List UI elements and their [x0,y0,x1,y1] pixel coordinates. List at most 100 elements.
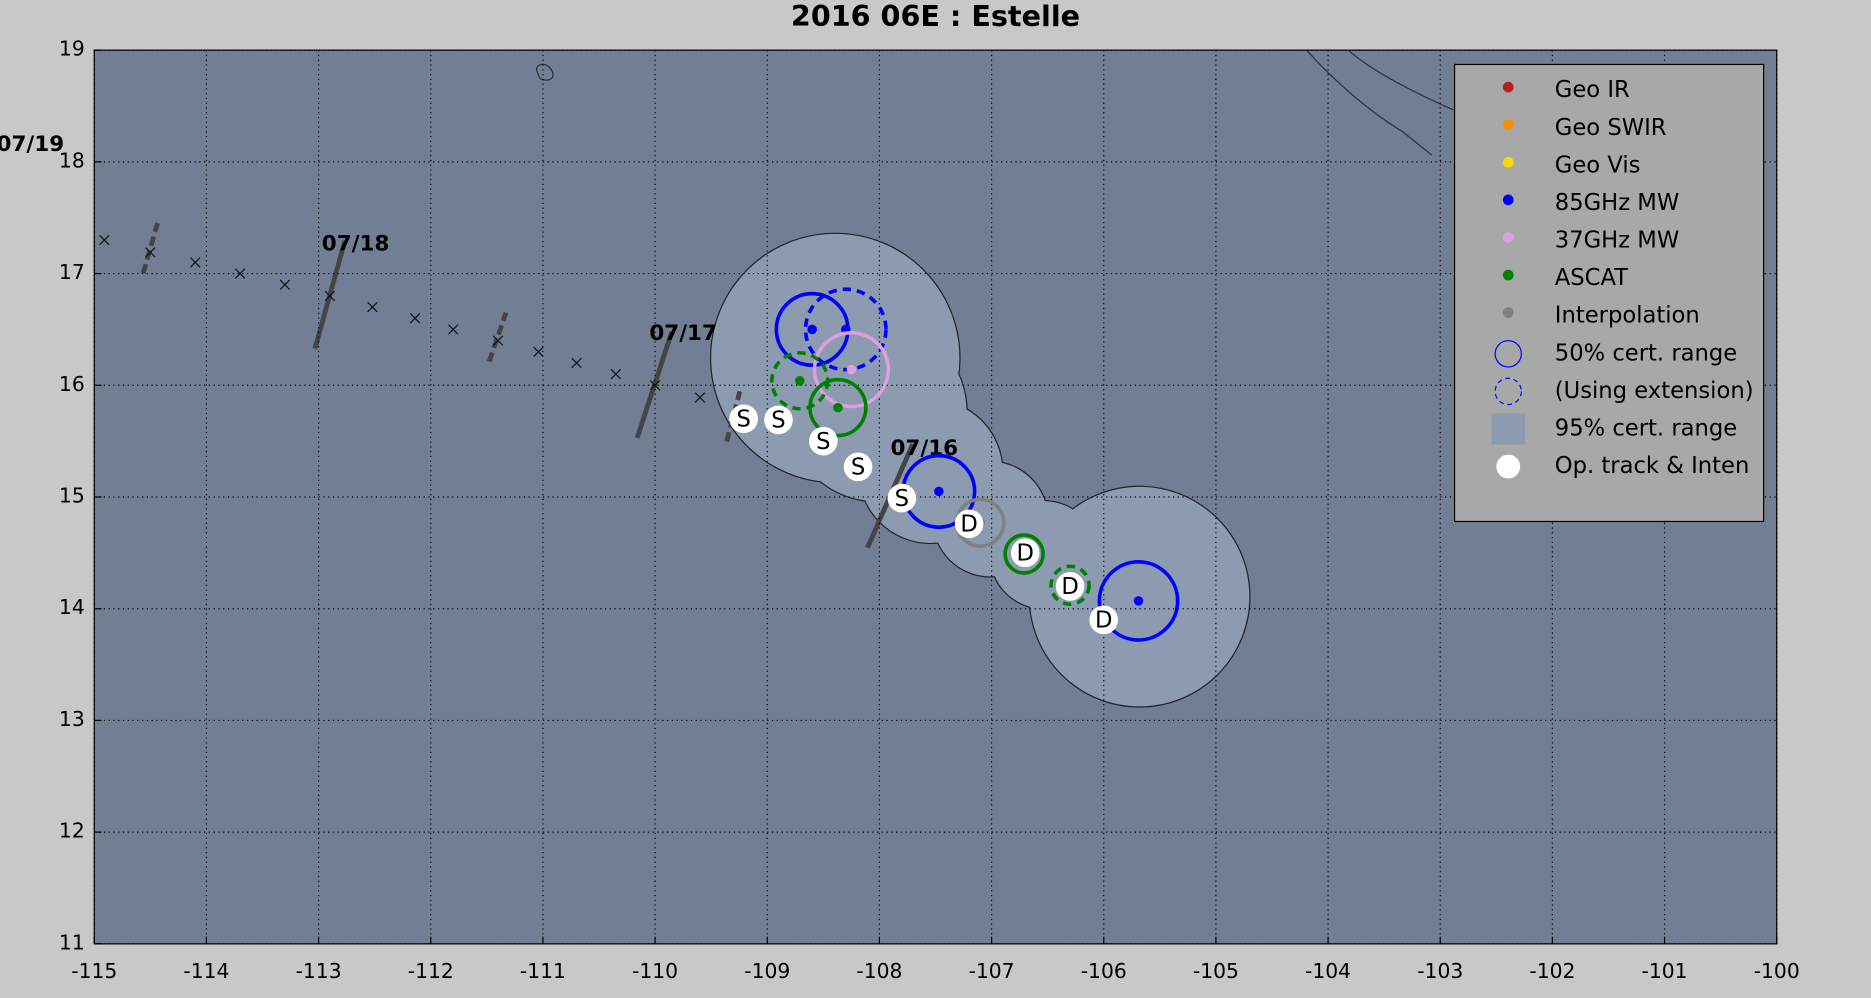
op-track-point [887,483,917,513]
x-tick-label: -109 [744,959,790,983]
chart-title: 2016 06E : Estelle [791,0,1080,33]
fix-point [1133,596,1144,606]
fix-point [934,486,944,497]
x-tick-label: -103 [1417,959,1463,983]
coastline [535,49,1454,156]
intensity-label: S [851,455,865,481]
swath [140,222,160,274]
legend-marker [1502,194,1514,206]
legend-label: Interpolation [1555,303,1700,329]
intensity-label: S [895,486,909,512]
y-tick-label: 16 [59,372,85,396]
y-tick-label: 11 [59,930,85,954]
legend-label: Geo Vis [1555,152,1641,178]
legend-marker [1502,156,1514,168]
swath [486,311,509,363]
legend-label: Geo IR [1555,77,1630,103]
x-tick-label: -115 [71,959,117,983]
legend-marker [1502,232,1514,243]
date-label: 07/17 [649,321,717,346]
cert-range-circle [812,330,891,409]
best-track-point [447,324,459,335]
intensity-label: S [737,406,751,432]
y-tick-label: 19 [59,37,85,61]
legend-marker [1502,119,1514,131]
intensity-label: D [1095,608,1112,634]
legend-label: 50% cert. range [1555,340,1737,366]
legend-label: 85GHz MW [1555,190,1679,216]
island [535,63,554,81]
fix-point [846,364,857,375]
best-track-point [571,357,582,369]
op-track-point [843,452,873,482]
intensity-label: D [960,512,977,538]
x-tick-label: -112 [408,959,454,983]
best-track-point [694,392,706,403]
y-tick-label: 14 [59,595,85,619]
fix-point [795,376,805,386]
x-tick-label: -104 [1305,959,1351,983]
op-track-point [954,509,984,539]
best-track-point [409,313,421,324]
op-track-point [729,404,759,434]
legend-label: Geo SWIR [1555,115,1667,141]
x-tick-label: -108 [856,959,902,983]
y-tick-label: 13 [59,707,85,731]
best-track-point [145,247,156,258]
legend-label: 37GHz MW [1555,228,1679,254]
intensity-label: D [1061,574,1078,600]
x-tick-label: -107 [969,959,1015,983]
x-tick-label: -106 [1081,959,1127,983]
intensity-label: S [771,408,785,434]
x-tick-label: -101 [1642,959,1688,983]
date-label: 07/18 [322,232,390,257]
legend-marker [1494,340,1522,368]
cert-range-circle [1097,560,1180,642]
legend-label: Op. track & Inten [1555,453,1750,479]
op-track-point [809,426,838,456]
cert-range-circle [803,287,888,372]
best-track-point [99,234,110,246]
x-tick-label: -105 [1193,959,1239,983]
date-label: 07/19 [0,132,64,157]
legend-label: 95% cert. range [1555,415,1737,441]
best-track-point [190,257,201,268]
cert-range-circle [1049,564,1091,607]
y-tick-label: 18 [59,148,85,172]
swath [724,390,743,443]
best-track-point [492,335,504,346]
y-tick-label: 15 [59,483,85,507]
fix-point [807,324,817,335]
coast [1347,49,1454,111]
cert-range-circle [1003,533,1045,575]
x-tick-label: -102 [1529,959,1575,983]
fix-point [833,402,843,413]
cert-range-circle [808,377,868,438]
y-tick-label: 12 [59,819,85,843]
legend-marker [1502,307,1514,319]
legend-marker [1491,413,1525,445]
op-track-point [764,405,793,435]
x-tick-label: -111 [520,959,566,983]
best-track-point [610,368,622,380]
best-track-point [234,268,246,279]
x-tick-label: -113 [296,959,342,983]
best-track-point [367,301,378,313]
y-tick-label: 17 [59,260,85,284]
best-track-point [324,290,336,302]
legend-marker [1496,454,1521,479]
best-track-point [649,380,661,391]
op-track-point [1089,605,1119,635]
coast [1306,49,1433,156]
intensity-label: S [816,429,830,455]
intensity-label: D [1017,541,1034,567]
x-tick-label: -110 [632,959,678,983]
legend-box [1453,63,1765,523]
op-track-point [1010,538,1040,568]
legend-marker [1502,269,1514,281]
op-track-point [1055,572,1085,601]
legend-label: (Using extension) [1555,378,1754,404]
legend-marker [1494,377,1522,406]
legend-marker [1502,81,1514,93]
